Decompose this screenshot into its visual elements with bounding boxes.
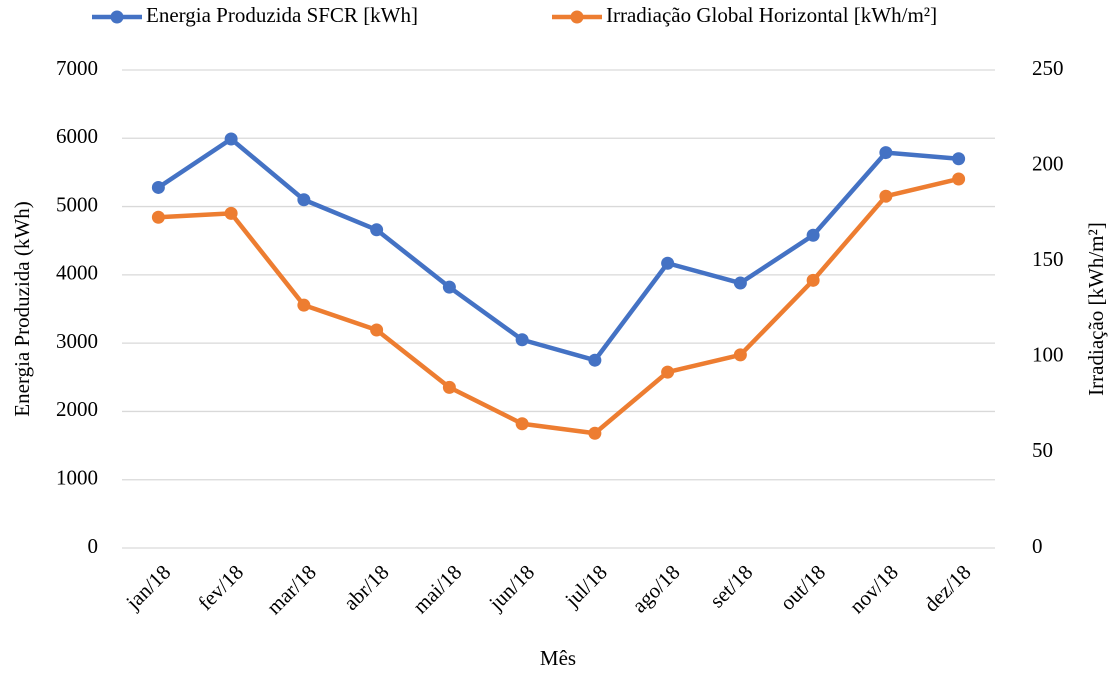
y-axis-label: Energia Produzida (kWh) bbox=[10, 201, 34, 416]
x-tick-label: fev/18 bbox=[193, 560, 248, 615]
y-tick-label: 3000 bbox=[56, 329, 98, 353]
point bbox=[151, 180, 165, 194]
point bbox=[224, 206, 238, 220]
x-axis-label: Mês bbox=[540, 646, 576, 670]
point bbox=[879, 146, 893, 160]
y-tick-label: 5000 bbox=[56, 192, 98, 216]
y-tick-label: 0 bbox=[88, 534, 99, 558]
point bbox=[297, 298, 311, 312]
series-line bbox=[157, 136, 959, 363]
point bbox=[661, 365, 675, 379]
x-tick-label: set/18 bbox=[705, 560, 757, 612]
y2-tick-label: 100 bbox=[1032, 343, 1064, 367]
x-tick-label: jul/18 bbox=[559, 560, 611, 612]
y-tick-label: 2000 bbox=[56, 397, 98, 421]
x-tick-label: mar/18 bbox=[262, 560, 321, 619]
y-tick-label: 1000 bbox=[56, 466, 98, 490]
x-tick-label: out/18 bbox=[775, 560, 830, 615]
y-tick-label: 4000 bbox=[56, 261, 98, 285]
legend-label: Irradiação Global Horizontal [kWh/m²] bbox=[606, 3, 937, 27]
x-tick-label: ago/18 bbox=[627, 560, 684, 617]
x-tick-label: nov/18 bbox=[845, 560, 903, 618]
point bbox=[588, 426, 602, 440]
point bbox=[806, 273, 820, 287]
legend-label: Energia Produzida SFCR [kWh] bbox=[146, 3, 418, 27]
point bbox=[515, 333, 529, 347]
point bbox=[588, 353, 602, 367]
point bbox=[151, 210, 165, 224]
x-tick-label: jan/18 bbox=[121, 560, 176, 615]
y2-tick-label: 250 bbox=[1032, 56, 1064, 80]
legend-marker bbox=[110, 10, 124, 24]
point bbox=[370, 223, 384, 237]
point bbox=[370, 323, 384, 337]
point bbox=[733, 348, 747, 362]
x-tick-label: jun/18 bbox=[483, 560, 539, 616]
y2-tick-label: 150 bbox=[1032, 247, 1064, 271]
x-tick-label: abr/18 bbox=[339, 560, 394, 615]
y2-tick-label: 50 bbox=[1032, 438, 1053, 462]
legend-marker bbox=[570, 10, 584, 24]
point bbox=[442, 380, 456, 394]
y-tick-label: 7000 bbox=[56, 56, 98, 80]
point bbox=[661, 256, 675, 270]
point bbox=[733, 276, 747, 290]
point bbox=[879, 189, 893, 203]
point bbox=[952, 152, 966, 166]
y2-axis-label: Irradiação [kWh/m²] bbox=[1084, 222, 1108, 396]
x-tick-label: mai/18 bbox=[408, 560, 466, 618]
point bbox=[806, 228, 820, 242]
point bbox=[442, 280, 456, 294]
point bbox=[297, 193, 311, 207]
series-line bbox=[158, 176, 960, 436]
y-tick-label: 6000 bbox=[56, 124, 98, 148]
y2-tick-label: 0 bbox=[1032, 534, 1043, 558]
point bbox=[224, 132, 238, 146]
point bbox=[952, 172, 966, 186]
y2-tick-label: 200 bbox=[1032, 151, 1064, 175]
x-tick-label: dez/18 bbox=[919, 560, 976, 617]
point bbox=[515, 417, 529, 431]
